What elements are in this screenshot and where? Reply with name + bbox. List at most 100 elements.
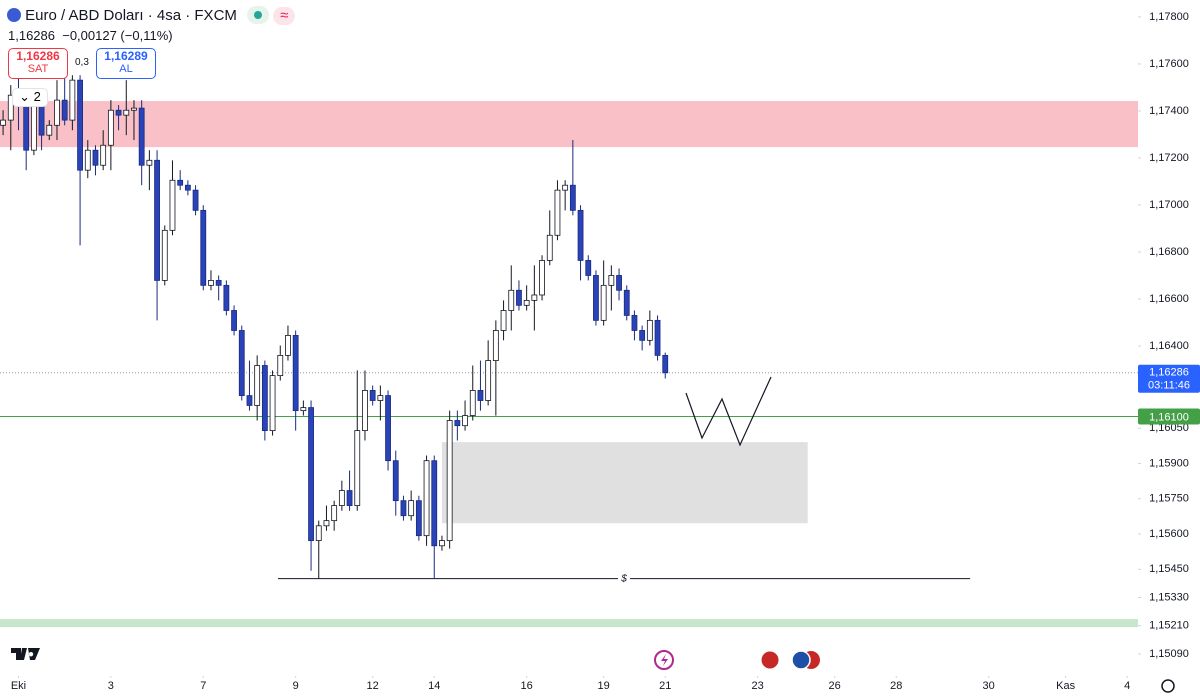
candle-body	[315, 525, 322, 542]
candle-body	[577, 209, 584, 261]
x-tick-label: 26	[829, 680, 841, 692]
x-tick-label: 7	[200, 680, 206, 692]
candle-body	[277, 354, 284, 377]
y-tick-label: 1,17800	[1149, 11, 1189, 23]
candle-body	[377, 395, 384, 401]
news-icon[interactable]	[760, 650, 780, 670]
candle-body	[546, 234, 553, 261]
event-icon[interactable]	[654, 650, 674, 670]
x-tick-label: 9	[293, 680, 299, 692]
x-tick-label: 16	[521, 680, 533, 692]
candle-body	[539, 260, 545, 296]
candle-body	[400, 500, 407, 517]
candle-body	[92, 149, 99, 166]
candle-body	[500, 310, 507, 331]
y-tick-label: 1,17600	[1149, 58, 1189, 70]
y-tick-label: 1,17000	[1149, 199, 1189, 211]
candle-body	[285, 335, 291, 356]
spread: 0,3	[75, 57, 89, 68]
candle-body	[123, 109, 130, 116]
symbol-row: Euro / ABD Doları · 4sa · FXCM ≈	[7, 6, 296, 25]
candle-body	[231, 310, 237, 331]
sell-button[interactable]: 1,16286 SAT	[8, 48, 68, 79]
settings-icon[interactable]	[1161, 679, 1175, 693]
indicator-count: 2	[33, 89, 41, 104]
y-tick-label: 1,15090	[1149, 648, 1189, 660]
price-tag-label: 1,16100	[1149, 411, 1189, 423]
buy-button[interactable]: 1,16289 AL	[96, 48, 156, 79]
candle-body	[593, 275, 599, 321]
candle-body	[415, 500, 422, 537]
delay-pill[interactable]: ≈	[273, 7, 296, 25]
tv-logo	[11, 648, 40, 660]
candle-body	[215, 280, 222, 286]
candle-body	[146, 159, 153, 166]
countdown: 03:11:46	[1148, 380, 1190, 392]
symbol-icon	[7, 8, 21, 22]
candle-body	[138, 107, 145, 166]
x-tick-label: 4	[1124, 680, 1130, 692]
zone	[441, 442, 808, 524]
candle-body	[169, 179, 176, 231]
last-price-tag	[1138, 364, 1200, 393]
candle-body	[562, 184, 569, 191]
y-tick-label: 1,16400	[1149, 340, 1189, 352]
y-tick-label: 1,15600	[1149, 528, 1189, 540]
candle-body	[238, 330, 245, 396]
candle-body	[0, 119, 6, 126]
candle-body	[354, 430, 361, 506]
candle-body	[161, 229, 168, 281]
x-tick-label: 14	[428, 680, 440, 692]
candle-body	[84, 149, 91, 171]
indicator-toggle[interactable]: ⌄ 2	[12, 88, 48, 107]
drawing-zigzag	[685, 376, 772, 447]
candle-body	[300, 407, 307, 412]
candle-body	[54, 99, 60, 126]
candle-body	[385, 395, 391, 462]
candle-body	[469, 390, 476, 416]
candle-body	[369, 390, 376, 401]
candle-body	[439, 540, 445, 547]
candle-body	[323, 520, 330, 527]
candle-body	[508, 289, 515, 311]
y-tick-label: 1,15900	[1149, 457, 1189, 469]
candle-body	[646, 319, 653, 341]
candle-body	[100, 144, 107, 166]
news-icon[interactable]	[791, 650, 811, 670]
price-change: −0,00127 (−0,11%)	[62, 28, 173, 43]
sell-price: 1,16286	[16, 49, 60, 63]
x-tick-label: Eki	[11, 680, 26, 692]
candle-body	[454, 420, 461, 427]
candle-body	[46, 124, 53, 136]
x-tick-label: 19	[598, 680, 610, 692]
candle-body	[623, 289, 630, 316]
candle-body	[485, 360, 492, 401]
candle-body	[431, 460, 438, 547]
y-tick-label: 1,16600	[1149, 293, 1189, 305]
candle-body	[77, 79, 83, 171]
status-pill[interactable]	[247, 6, 270, 24]
y-tick-label: 1,15750	[1149, 493, 1189, 505]
candle-body	[492, 330, 499, 361]
candle-body	[131, 107, 137, 111]
candle-body	[662, 354, 669, 374]
candle-body	[115, 109, 122, 116]
candle-body	[292, 335, 299, 412]
candle-body	[38, 104, 45, 136]
buy-price: 1,16289	[104, 49, 148, 63]
candle-body	[331, 505, 338, 522]
candle-body	[7, 94, 14, 121]
zone	[0, 101, 1138, 148]
candle-body	[362, 390, 368, 432]
candle-body	[184, 184, 191, 191]
x-tick-label: 12	[367, 680, 379, 692]
y-tick-label: 1,15330	[1149, 591, 1189, 603]
candle-body	[616, 275, 622, 291]
x-tick-label: 30	[983, 680, 995, 692]
price-axis	[1138, 0, 1200, 698]
y-tick-label: 1,16800	[1149, 246, 1189, 258]
candle-body	[254, 365, 261, 406]
candle-body	[308, 407, 314, 542]
x-tick-label: Kas	[1056, 680, 1075, 692]
